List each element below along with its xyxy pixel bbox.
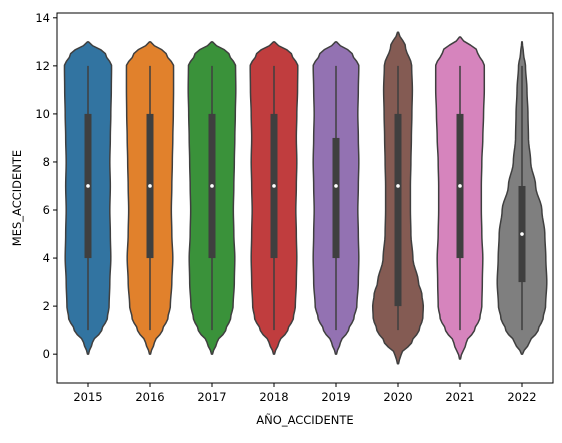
y-tick-label: 6: [43, 203, 50, 217]
violin-2017: [187, 41, 237, 355]
violin-median-point: [86, 184, 90, 188]
violin-2020: [371, 31, 425, 365]
y-tick-label: 4: [43, 251, 50, 265]
y-tick-label: 8: [43, 155, 50, 169]
y-tick-label: 12: [35, 59, 50, 73]
y-axis-label: MES_ACCIDENTE: [10, 150, 24, 246]
violin-median-point: [334, 184, 338, 188]
x-tick-label: 2017: [197, 390, 226, 404]
x-tick-label: 2022: [507, 390, 536, 404]
x-axis: 2015 2016 2017 2018 2019 2020 2021 2022: [73, 383, 537, 404]
x-axis-label: AÑO_ACCIDENTE: [256, 412, 353, 427]
x-tick-label: 2020: [383, 390, 412, 404]
violin-median-point: [148, 184, 152, 188]
violin-median-point: [396, 184, 400, 188]
x-tick-label: 2015: [73, 390, 102, 404]
violin-median-point: [520, 232, 524, 236]
violin-2021: [434, 36, 486, 360]
violins-layer: [63, 31, 548, 365]
y-tick-label: 10: [35, 107, 50, 121]
x-tick-label: 2019: [321, 390, 350, 404]
y-tick-label: 0: [43, 347, 50, 361]
x-tick-label: 2018: [259, 390, 288, 404]
y-axis: 0 2 4 6 8 10 12 14: [35, 11, 57, 361]
violin-median-point: [458, 184, 462, 188]
violin-iqr-box: [394, 113, 402, 307]
x-tick-label: 2016: [135, 390, 164, 404]
violin-2018: [249, 41, 299, 355]
violin-2022: [496, 41, 548, 355]
violin-median-point: [272, 184, 276, 188]
violin-iqr-box: [332, 137, 340, 259]
y-tick-label: 2: [43, 299, 50, 313]
violin-median-point: [210, 184, 214, 188]
violin-2015: [63, 41, 113, 355]
x-tick-label: 2021: [445, 390, 474, 404]
violin-2019: [312, 41, 360, 355]
violin-2016: [125, 41, 175, 355]
y-tick-label: 14: [35, 11, 50, 25]
plot-frame: [56, 12, 554, 384]
